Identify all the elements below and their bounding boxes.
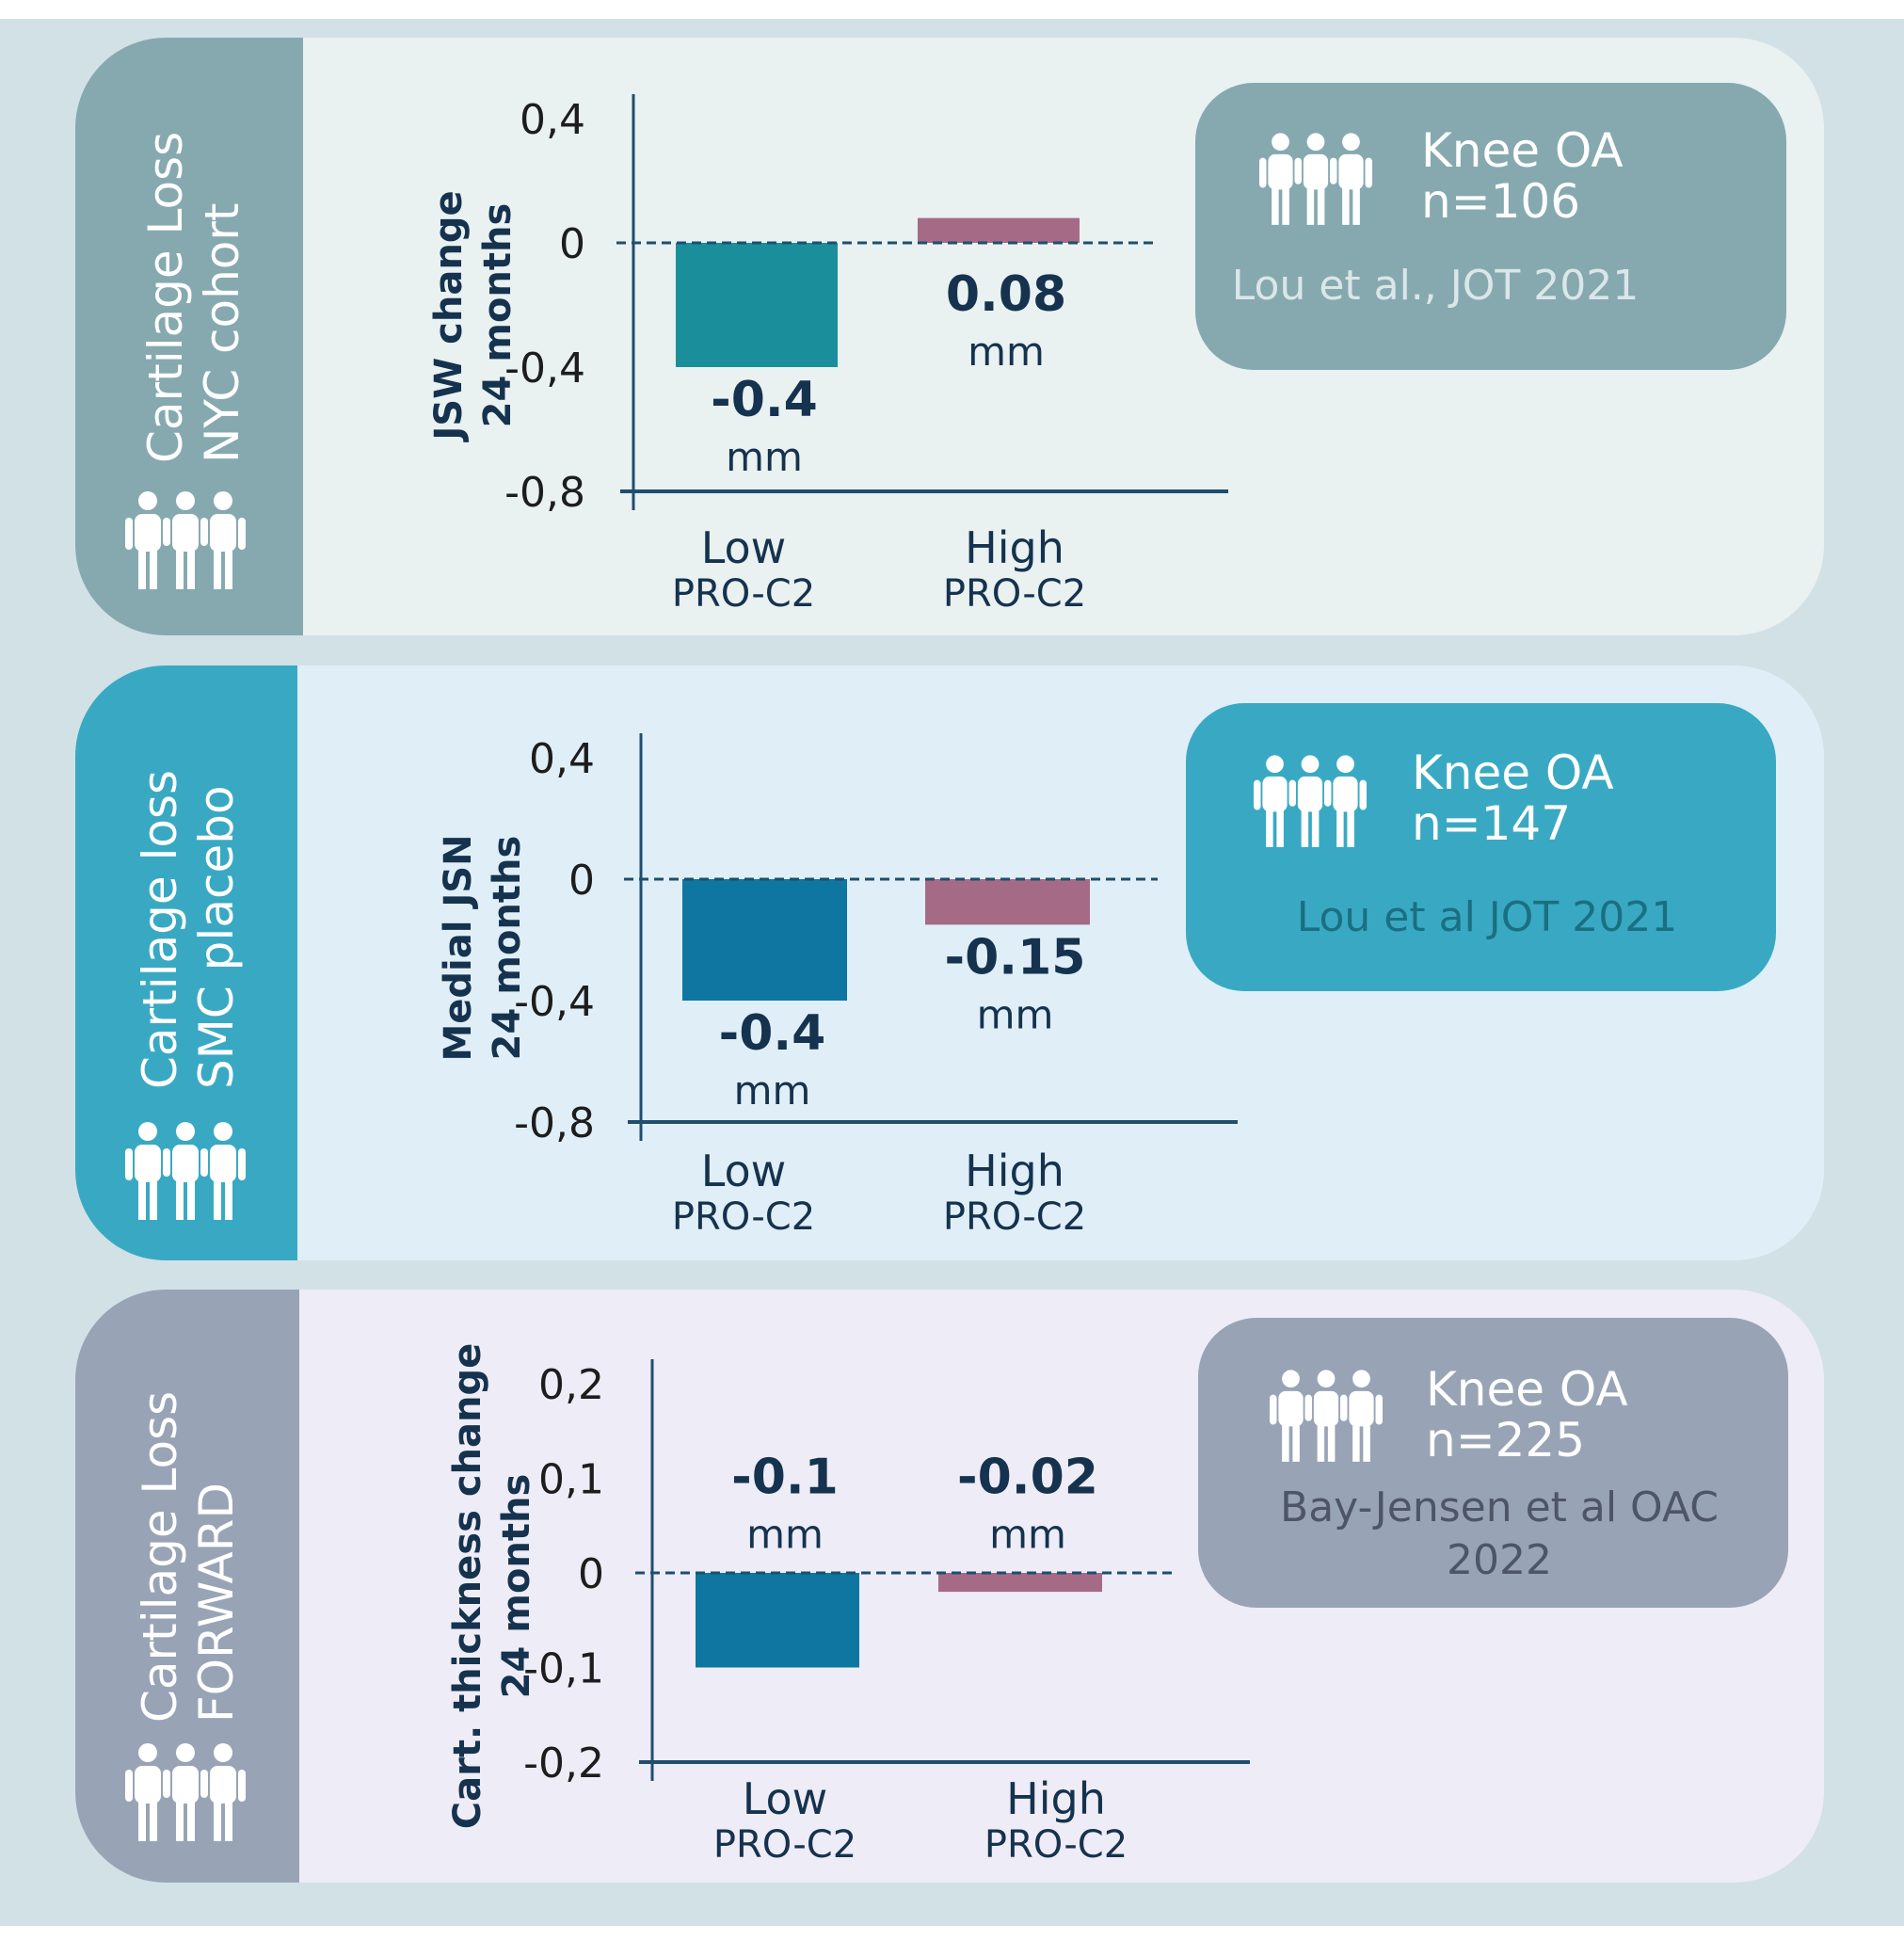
info-box: Knee OA n=225 Bay-Jensen et al OAC 2022 — [1198, 1318, 1788, 1608]
y-tick-label: 0 — [578, 1550, 604, 1598]
panel-nyc-cohort: Cartilage Loss NYC cohort 0,4 0 -0,4 -0,8 JS… — [75, 38, 1824, 635]
info-sample-size: n=225 — [1426, 1413, 1586, 1467]
category-sublabel: PRO-C2 — [943, 1195, 1086, 1239]
panel-smc-placebo: Cartilage loss SMC placebo 0,4 0 -0,4 -0,8 M… — [75, 665, 1824, 1260]
bar-chart-jsw-change: 0,4 0 -0,4 -0,8 JSW change 24 months -0.4 mm 0.0… — [427, 94, 1228, 616]
bar-chart-medial-jsn: 0,4 0 -0,4 -0,8 Medial JSN 24 months -0.4 mm -0.… — [437, 733, 1238, 1239]
y-tick-label: -0,8 — [504, 469, 585, 517]
info-sample-size: n=106 — [1421, 174, 1581, 229]
info-sample-size: n=147 — [1412, 796, 1572, 851]
bar-value-label: -0.02 — [957, 1450, 1098, 1506]
info-reference: Lou et al JOT 2021 — [1242, 891, 1732, 944]
bar — [682, 879, 847, 1001]
y-axis-label: Cart. thickness change 24 months — [446, 1343, 538, 1830]
people-group-icon — [1259, 133, 1372, 225]
bar — [938, 1573, 1102, 1593]
y-tick-label: -0,4 — [504, 345, 585, 393]
category-label: High — [965, 522, 1064, 573]
category-sublabel: PRO-C2 — [672, 1195, 815, 1239]
y-axis-label-line: Cart. thickness change — [446, 1343, 489, 1830]
bar-value-label: -0.4 — [711, 372, 818, 428]
bar-value-label: -0.15 — [945, 929, 1086, 986]
category-label: Low — [701, 1146, 787, 1196]
category-label: High — [1006, 1773, 1106, 1824]
y-tick-label: -0,2 — [523, 1740, 604, 1788]
people-group-icon — [125, 1743, 246, 1841]
bar-value-label: -0.1 — [731, 1450, 839, 1506]
bar-unit-label: mm — [726, 434, 803, 480]
category-sublabel: PRO-C2 — [713, 1823, 856, 1867]
category-label: Low — [701, 522, 787, 573]
panel-side-band: Cartilage Loss NYC cohort — [75, 38, 303, 635]
info-reference: Lou et al., JOT 2021 — [1195, 260, 1675, 313]
people-group-icon — [125, 1122, 246, 1220]
category-sublabel: PRO-C2 — [672, 572, 815, 616]
people-group-icon — [1270, 1370, 1383, 1462]
panel-side-band: Cartilage loss SMC placebo — [75, 665, 297, 1260]
bar-unit-label: mm — [968, 329, 1045, 375]
y-axis-label: JSW change 24 months — [427, 190, 520, 442]
bar-unit-label: mm — [977, 991, 1054, 1037]
bar — [918, 217, 1080, 243]
info-condition: Knee OA — [1412, 746, 1614, 800]
bar — [676, 243, 838, 367]
info-condition: Knee OA — [1426, 1362, 1628, 1417]
category-label: High — [965, 1146, 1064, 1196]
bar-unit-label: mm — [746, 1512, 824, 1558]
y-axis-label: Medial JSN 24 months — [437, 834, 529, 1061]
y-tick-label: 0 — [568, 857, 595, 905]
bar — [696, 1573, 859, 1668]
category-sublabel: PRO-C2 — [984, 1823, 1128, 1867]
category-label: Low — [743, 1773, 828, 1824]
people-group-icon — [1254, 755, 1367, 847]
y-axis-label-line: 24 months — [476, 203, 520, 428]
y-tick-label: 0,2 — [538, 1361, 604, 1409]
y-axis-label-line: Medial JSN — [437, 834, 480, 1061]
reference-line: Lou et al JOT 2021 — [1296, 893, 1678, 941]
y-tick-label: -0,1 — [523, 1645, 604, 1693]
y-tick-label: 0,1 — [538, 1456, 604, 1504]
people-group-icon — [125, 491, 246, 589]
info-box: Knee OA n=106 Lou et al., JOT 2021 — [1195, 83, 1786, 370]
bar-unit-label: mm — [989, 1512, 1066, 1558]
bar-value-label: -0.4 — [719, 1005, 826, 1062]
y-axis-label-line: 24 months — [486, 836, 529, 1061]
bar-value-label: 0.08 — [946, 266, 1066, 323]
y-tick-label: -0,4 — [514, 978, 595, 1026]
y-tick-label: 0 — [559, 220, 585, 268]
reference-line: Lou et al., JOT 2021 — [1231, 262, 1640, 310]
panel-forward: Cartilage Loss FORWARD 0,2 0,1 0 -0,1 -0,2 Ca… — [75, 1290, 1824, 1883]
category-sublabel: PRO-C2 — [943, 572, 1086, 616]
info-box: Knee OA n=147 Lou et al JOT 2021 — [1186, 703, 1776, 991]
y-tick-label: 0,4 — [529, 735, 595, 783]
bar-unit-label: mm — [734, 1067, 811, 1114]
reference-line: 2022 — [1447, 1536, 1552, 1584]
info-reference: Bay-Jensen et al OAC 2022 — [1236, 1482, 1763, 1587]
panel-side-band: Cartilage Loss FORWARD — [75, 1290, 299, 1883]
y-tick-label: -0,8 — [514, 1099, 595, 1147]
y-axis-label-line: JSW change — [427, 190, 471, 442]
info-condition: Knee OA — [1421, 123, 1624, 178]
y-axis-label-line: 24 months — [495, 1474, 538, 1699]
bar — [925, 879, 1090, 925]
reference-line: Bay-Jensen et al OAC — [1280, 1483, 1719, 1531]
y-tick-label: 0,4 — [520, 96, 585, 144]
